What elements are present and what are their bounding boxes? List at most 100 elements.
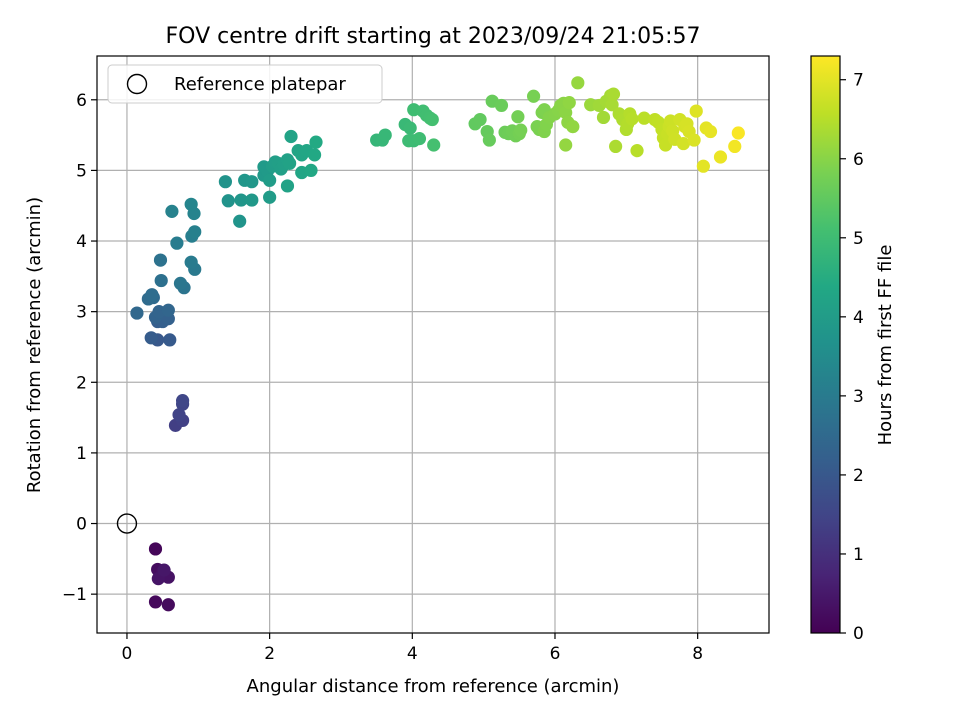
- data-point: [148, 595, 163, 609]
- data-point: [263, 190, 277, 204]
- data-point: [689, 104, 703, 118]
- x-tick-label: 6: [550, 644, 561, 664]
- y-tick-label: −1: [62, 585, 87, 605]
- legend-entry-label: Reference platepar: [174, 74, 346, 95]
- colorbar-ticks: 0 1 2 3 4 5 6 7: [840, 71, 864, 644]
- legend: Reference platepar: [107, 64, 383, 104]
- y-tick-label: 6: [76, 91, 87, 111]
- data-point: [562, 96, 576, 110]
- data-point: [176, 394, 190, 408]
- data-point: [482, 133, 496, 147]
- data-point: [148, 542, 163, 556]
- data-point: [494, 98, 509, 113]
- y-axis-label: Rotation from reference (arcmin): [24, 197, 45, 493]
- colorbar-tick-label: 1: [853, 545, 864, 565]
- data-point: [145, 288, 159, 302]
- y-tick-label: 1: [76, 444, 87, 464]
- data-point: [304, 163, 318, 178]
- data-point: [184, 197, 198, 211]
- colorbar-tick-label: 7: [853, 71, 864, 91]
- data-point: [218, 175, 233, 189]
- data-point: [163, 333, 177, 347]
- data-point: [427, 138, 441, 152]
- data-point: [309, 135, 323, 149]
- data-point: [637, 111, 651, 125]
- data-point: [571, 76, 585, 90]
- legend-marker-open-circle: [126, 73, 148, 95]
- data-point: [625, 112, 639, 126]
- colorbar-tick-label: 4: [853, 308, 864, 328]
- y-tick-label: 4: [76, 232, 87, 252]
- data-point: [307, 148, 322, 162]
- data-point: [184, 255, 198, 269]
- data-point: [378, 128, 392, 142]
- data-points: [130, 76, 745, 612]
- data-point: [412, 132, 427, 146]
- data-point: [566, 120, 580, 134]
- data-point: [596, 110, 611, 125]
- data-point: [233, 214, 247, 228]
- data-point: [402, 134, 416, 148]
- data-point: [713, 150, 728, 164]
- x-tick-label: 4: [407, 644, 418, 664]
- data-point: [703, 124, 718, 139]
- data-point: [263, 173, 277, 187]
- x-axis-label: Angular distance from reference (arcmin): [247, 676, 620, 697]
- colorbar-tick-label: 3: [853, 387, 864, 407]
- y-axis-ticks: −1 0 1 2 3 4 5 6: [62, 91, 97, 605]
- colorbar-tick-label: 5: [853, 229, 864, 249]
- data-point: [606, 87, 621, 101]
- data-point: [283, 156, 297, 170]
- data-point: [161, 598, 175, 612]
- data-point: [170, 236, 184, 250]
- data-point: [221, 194, 235, 208]
- reference-platepar-marker: [116, 513, 138, 534]
- data-point: [676, 136, 690, 151]
- colorbar-tick-label: 0: [853, 624, 864, 644]
- data-point: [511, 110, 525, 124]
- data-point: [165, 204, 179, 218]
- x-axis-ticks: 0 2 4 6 8: [122, 633, 703, 664]
- data-point: [514, 123, 528, 137]
- data-point: [144, 331, 158, 345]
- chart-title: FOV centre drift starting at 2023/09/24 …: [166, 24, 701, 49]
- data-point: [605, 98, 619, 112]
- data-point: [245, 175, 259, 189]
- plot-frame: [96, 55, 770, 634]
- y-tick-label: 3: [76, 303, 87, 323]
- x-tick-label: 8: [692, 644, 703, 664]
- grid-lines: [97, 56, 769, 633]
- data-point: [234, 193, 248, 207]
- y-tick-label: 2: [76, 373, 87, 393]
- data-point: [526, 89, 541, 103]
- data-point: [173, 276, 188, 291]
- data-point: [157, 563, 171, 577]
- x-tick-label: 2: [264, 644, 275, 664]
- colorbar-tick-label: 2: [853, 466, 864, 486]
- data-point: [696, 159, 710, 173]
- data-point: [731, 126, 745, 140]
- colorbar: [810, 55, 841, 634]
- data-point: [559, 138, 573, 152]
- data-point: [154, 273, 168, 288]
- data-point: [403, 121, 417, 135]
- data-point: [609, 139, 623, 153]
- colorbar-tick-label: 6: [853, 150, 864, 170]
- data-point: [728, 139, 742, 153]
- data-point: [473, 112, 487, 127]
- data-point: [630, 144, 644, 158]
- x-tick-label: 0: [122, 644, 133, 664]
- data-point: [245, 193, 259, 207]
- data-point: [280, 179, 295, 193]
- colorbar-label: Hours from first FF file: [875, 245, 896, 446]
- data-point: [130, 306, 144, 320]
- y-tick-label: 5: [76, 161, 87, 181]
- data-point: [687, 133, 701, 147]
- data-point: [161, 303, 175, 317]
- data-point: [188, 225, 202, 239]
- data-point: [284, 129, 298, 144]
- reference-marker-group: [116, 513, 138, 534]
- y-tick-label: 0: [76, 515, 87, 535]
- data-point: [425, 112, 439, 127]
